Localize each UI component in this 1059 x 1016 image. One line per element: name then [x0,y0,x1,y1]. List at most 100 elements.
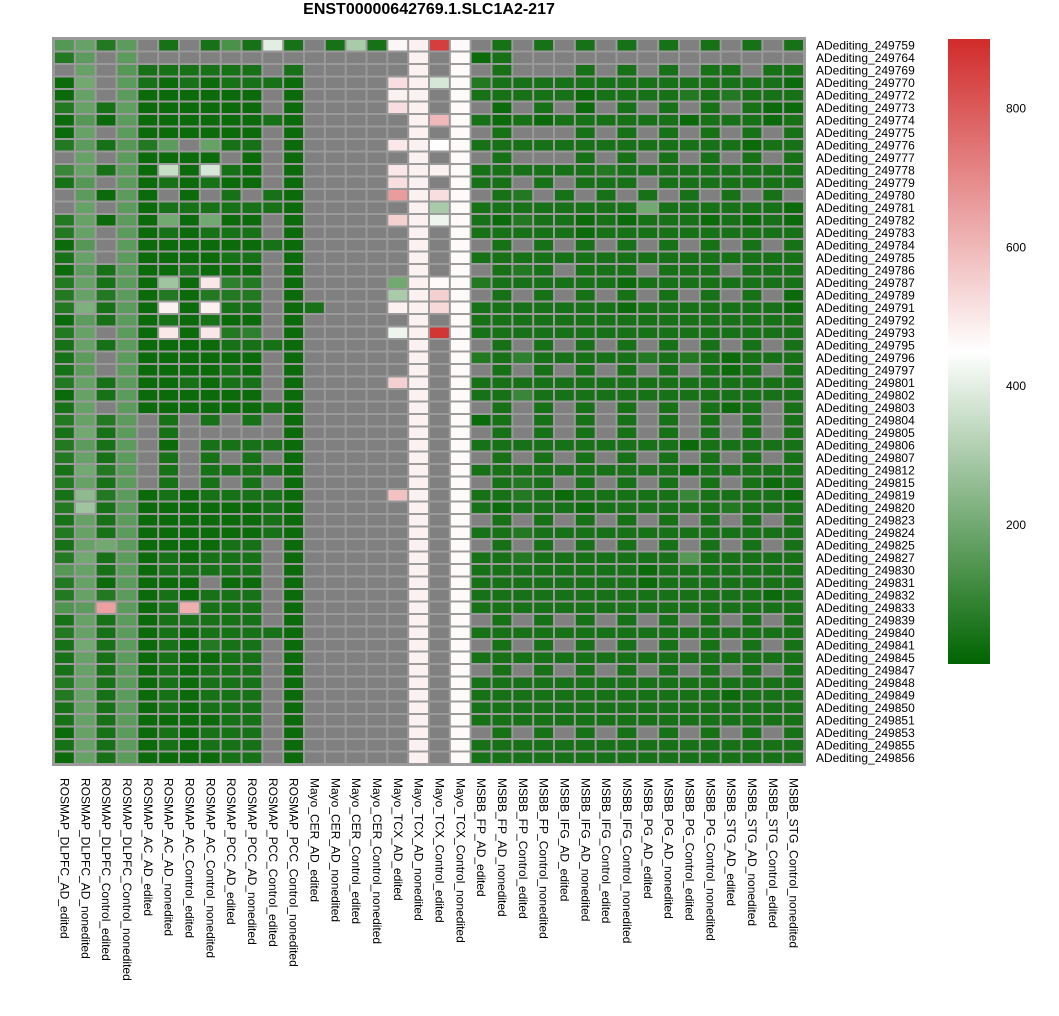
heatmap-cell [55,752,74,763]
heatmap-cell [305,415,324,426]
heatmap-cell [450,177,470,188]
heatmap-cell [575,115,595,126]
heatmap-cell [96,752,116,763]
row-label: ADediting_249764 [816,51,915,65]
heatmap-cell [75,40,95,51]
heatmap-cell [513,377,533,388]
heatmap-cell [75,315,95,326]
heatmap-cell [555,227,574,238]
heatmap-cell [784,127,803,138]
heatmap-cell [367,665,387,676]
heatmap-cell [784,115,803,126]
heatmap-cell [617,365,637,376]
heatmap-cell [721,115,741,126]
heatmap-cell [638,202,658,213]
row-label: ADediting_249787 [816,276,915,290]
heatmap-cell [409,352,428,363]
row-label: ADediting_249839 [816,613,915,627]
heatmap-cell [138,677,158,688]
heatmap-cell [200,277,220,288]
heatmap-cell [430,127,449,138]
heatmap-cell [534,652,553,663]
heatmap-cell [325,340,345,351]
heatmap-cell [221,102,241,113]
heatmap-cell [346,327,366,338]
heatmap-cell [513,215,533,226]
heatmap-cell [75,177,95,188]
heatmap-cell [200,290,220,301]
heatmap-cell [471,677,491,688]
heatmap-cell [138,365,158,376]
heatmap-cell [555,677,574,688]
heatmap-cell [659,440,678,451]
heatmap-cell [96,540,116,551]
heatmap-cell [346,227,366,238]
heatmap-cell [138,440,158,451]
heatmap-cell [534,577,553,588]
heatmap-cell [450,515,470,526]
heatmap-cell [575,127,595,138]
heatmap-cell [430,752,449,763]
heatmap-cell [638,102,658,113]
heatmap-cell [388,577,408,588]
heatmap-cell [284,377,303,388]
heatmap-cell [492,677,512,688]
heatmap-cell [409,652,428,663]
heatmap-cell [409,140,428,151]
heatmap-cell [284,665,303,676]
heatmap-cell [409,727,428,738]
heatmap-cell [325,690,345,701]
heatmap-cell [284,202,303,213]
heatmap-cell [117,52,137,63]
heatmap-cell [117,90,137,101]
heatmap-cell [367,40,387,51]
heatmap-cell [700,115,720,126]
heatmap-cell [221,402,241,413]
heatmap-cell [409,265,428,276]
heatmap-cell [638,290,658,301]
heatmap-cell [367,465,387,476]
heatmap-cell [346,590,366,601]
heatmap-cell [388,477,408,488]
heatmap-cell [180,702,199,713]
heatmap-cell [471,477,491,488]
heatmap-cell [617,352,637,363]
heatmap-cell [96,502,116,513]
heatmap-cell [450,440,470,451]
heatmap-cell [638,577,658,588]
heatmap-cell [180,190,199,201]
heatmap-cell [575,440,595,451]
colorbar-tick-label: 200 [1006,518,1026,532]
heatmap-cell [242,515,262,526]
heatmap-cell [221,490,241,501]
heatmap-cell [555,65,574,76]
heatmap-cell [96,427,116,438]
heatmap-cell [138,315,158,326]
heatmap-cell [575,40,595,51]
row-label: ADediting_249825 [816,538,915,552]
heatmap-cell [55,477,74,488]
heatmap-cell [180,502,199,513]
heatmap-cell [471,740,491,751]
heatmap-cell [555,452,574,463]
heatmap-cell [534,40,553,51]
heatmap-cell [367,252,387,263]
heatmap-cell [263,165,283,176]
heatmap-cell [96,415,116,426]
heatmap-cell [200,152,220,163]
heatmap-cell [680,652,699,663]
heatmap-cell [180,402,199,413]
heatmap-cell [284,215,303,226]
heatmap-cell [159,102,178,113]
heatmap-cell [555,315,574,326]
heatmap-cell [284,577,303,588]
heatmap-cell [242,627,262,638]
heatmap-cell [221,327,241,338]
heatmap-cell [75,552,95,563]
heatmap-cell [742,490,762,501]
heatmap-cell [575,302,595,313]
heatmap-cell [305,65,324,76]
heatmap-cell [55,327,74,338]
heatmap-cell [388,152,408,163]
heatmap-cell [325,677,345,688]
